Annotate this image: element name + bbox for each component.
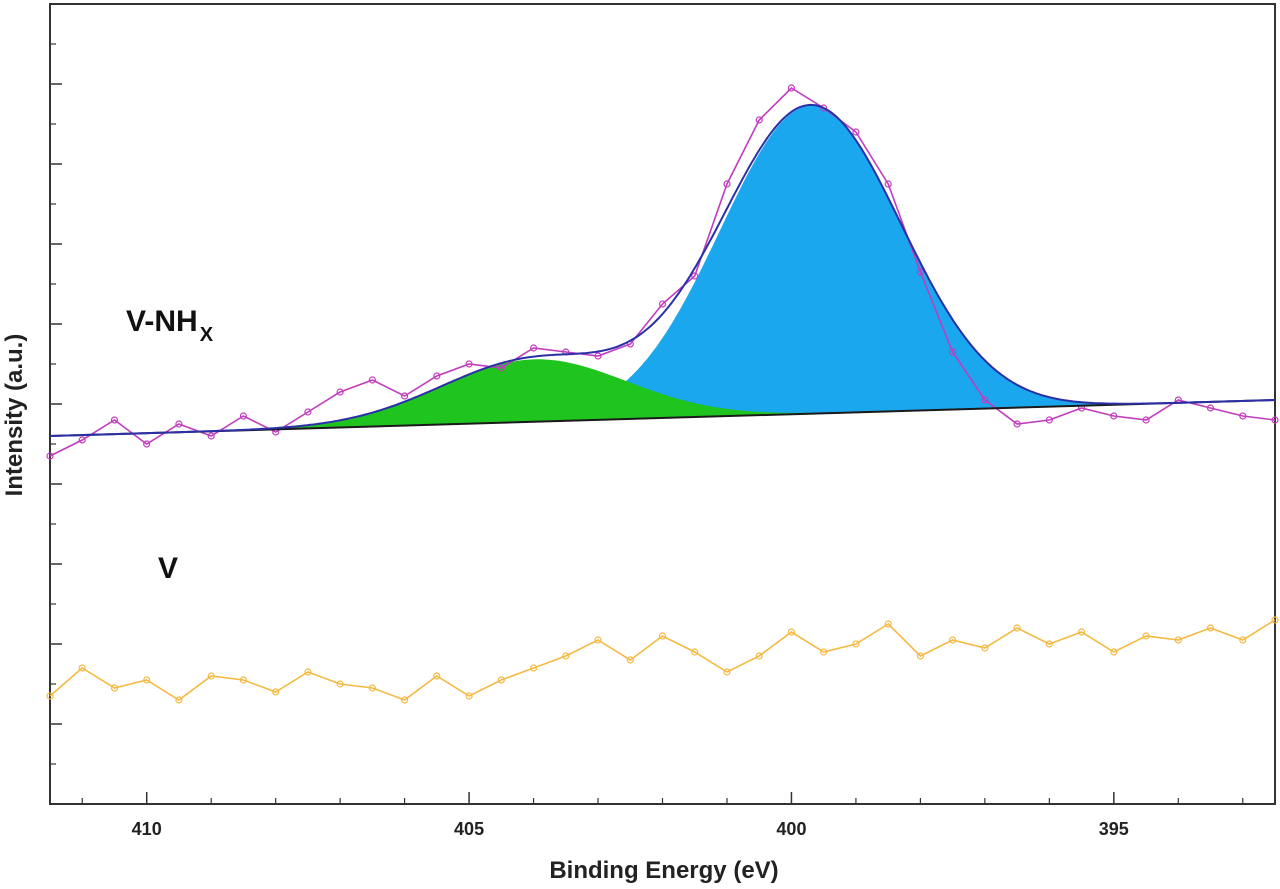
peak-fill-0: [50, 105, 1275, 436]
series-point-0-20: [691, 272, 699, 280]
series-point-0-27: [916, 268, 925, 276]
annotation-v-nhx-main: V-NH: [126, 305, 198, 338]
series-point-0-5: [207, 432, 215, 440]
series-point-1-20: [691, 648, 699, 656]
y-axis-title: Intensity (a.u.): [1, 334, 28, 497]
x-tick-label-0: 410: [132, 819, 162, 839]
series-point-0-4: [175, 420, 183, 428]
series-point-1-10: [368, 684, 376, 692]
x-tick-label-2: 400: [776, 819, 806, 839]
series-point-0-34: [1142, 416, 1150, 424]
series-point-0-21: [723, 180, 731, 188]
series-point-0-29: [981, 396, 989, 404]
x-tick-label-3: 395: [1099, 819, 1129, 839]
series-point-0-10: [368, 376, 376, 384]
series-point-1-5: [207, 672, 215, 680]
series-point-0-8: [304, 408, 312, 416]
series-point-1-33: [1110, 648, 1118, 656]
series-point-1-21: [723, 668, 731, 676]
series-point-1-8: [304, 668, 312, 676]
series-1: [46, 616, 1279, 704]
series-point-0-19: [658, 300, 667, 308]
series-point-1-24: [820, 648, 828, 656]
series-point-1-31: [1045, 640, 1053, 648]
axis-ticks: 410 405 400 395: [50, 43, 1244, 839]
series-point-1-30: [1013, 624, 1021, 632]
series-point-1-12: [433, 672, 441, 680]
series-point-0-33: [1110, 412, 1118, 420]
annotation-v: V: [158, 552, 178, 585]
series-point-1-3: [143, 676, 151, 684]
series-point-0-36: [1206, 404, 1215, 412]
series-point-1-28: [948, 636, 957, 644]
series-point-1-25: [852, 640, 860, 648]
series-point-1-34: [1142, 632, 1150, 640]
annotation-v-nhx: V-NH X: [126, 305, 214, 346]
series-point-1-16: [562, 652, 570, 660]
series-point-0-26: [884, 180, 892, 188]
series-point-1-36: [1206, 624, 1215, 632]
series-line-1: [49, 619, 1276, 701]
series-point-1-17: [594, 636, 602, 644]
series-point-1-6: [239, 676, 247, 684]
series-point-1-1: [78, 664, 86, 672]
peak-fills: [50, 105, 1275, 436]
x-axis-title: Binding Energy (eV): [549, 857, 778, 884]
data-series: [46, 84, 1279, 704]
series-point-0-9: [336, 388, 344, 396]
series-point-0-14: [497, 364, 505, 372]
series-point-1-9: [336, 680, 344, 688]
series-point-1-14: [497, 676, 505, 684]
series-point-0-24: [820, 104, 828, 112]
series-point-0-2: [110, 416, 119, 424]
series-point-0-30: [1013, 420, 1021, 428]
series-point-1-29: [981, 644, 989, 652]
series-point-0-13: [465, 360, 473, 368]
fit-curves: [49, 103, 1276, 437]
series-point-1-32: [1077, 628, 1086, 636]
series-point-0-28: [948, 348, 957, 356]
series-point-0-11: [401, 392, 409, 400]
series-point-1-27: [916, 652, 925, 660]
series-point-1-23: [787, 628, 796, 636]
plot-area: 410 405 400 395: [46, 3, 1279, 839]
series-0: [46, 84, 1279, 460]
series-point-1-35: [1174, 636, 1182, 644]
series-point-1-2: [110, 684, 119, 692]
series-point-0-38: [1271, 416, 1279, 424]
series-point-0-0: [46, 452, 54, 460]
series-point-1-7: [272, 688, 280, 696]
series-point-0-22: [755, 116, 763, 124]
series-point-1-13: [465, 692, 473, 700]
series-point-1-38: [1271, 616, 1279, 624]
series-point-0-17: [594, 352, 602, 360]
series-point-0-31: [1045, 416, 1053, 424]
series-point-1-22: [755, 652, 763, 660]
series-point-0-37: [1239, 412, 1247, 420]
fit-envelope: [49, 103, 1276, 437]
series-point-1-11: [401, 696, 409, 704]
series-point-0-1: [78, 436, 86, 444]
x-tick-label-1: 405: [454, 819, 484, 839]
series-point-0-25: [852, 128, 860, 136]
series-point-0-12: [433, 372, 441, 380]
series-point-1-0: [46, 692, 54, 700]
series-point-1-15: [529, 664, 538, 672]
series-point-0-6: [239, 412, 247, 420]
series-point-1-37: [1239, 636, 1247, 644]
series-point-0-3: [143, 440, 151, 448]
series-line-0: [49, 86, 1276, 457]
series-point-0-23: [787, 84, 796, 92]
series-point-1-18: [626, 656, 634, 664]
series-point-1-4: [175, 696, 183, 704]
series-point-1-19: [658, 632, 667, 640]
annotation-v-nhx-sub: X: [200, 324, 214, 346]
series-point-0-15: [529, 344, 538, 352]
series-point-1-26: [884, 620, 892, 628]
